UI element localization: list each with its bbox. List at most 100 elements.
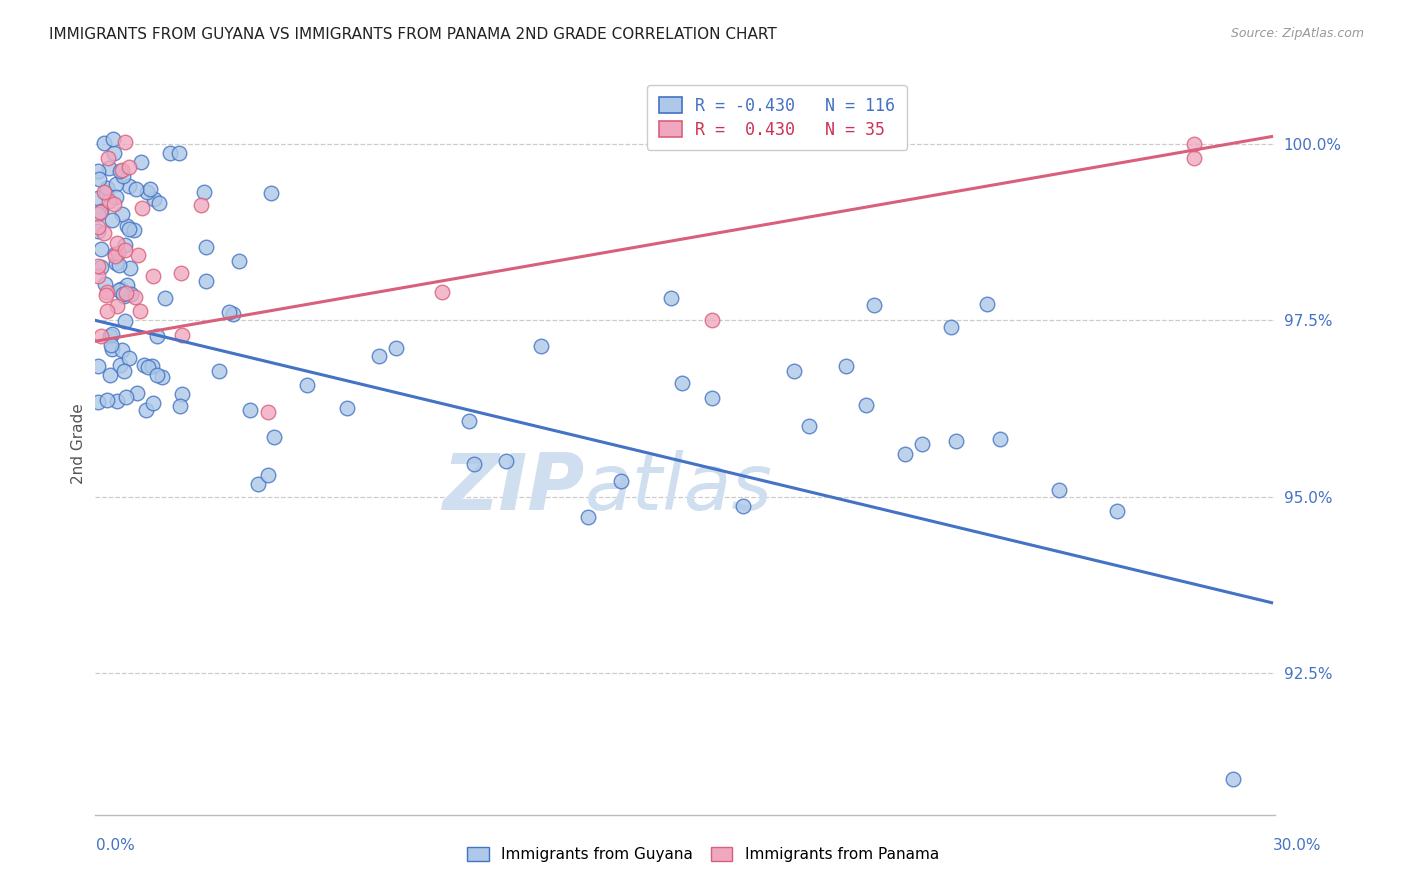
Point — [112, 364, 135, 378]
Point — [97, 151, 120, 165]
Point — [385, 341, 408, 355]
Point — [105, 256, 128, 270]
Point — [87, 191, 110, 205]
Point — [855, 398, 877, 412]
Point — [1184, 151, 1206, 165]
Point — [170, 328, 193, 343]
Point — [463, 457, 485, 471]
Point — [797, 419, 820, 434]
Point — [111, 343, 134, 358]
Point — [153, 291, 176, 305]
Point — [87, 223, 110, 237]
Point — [93, 185, 115, 199]
Point — [107, 245, 129, 260]
Point — [118, 160, 141, 174]
Point — [336, 401, 359, 415]
Text: Source: ZipAtlas.com: Source: ZipAtlas.com — [1230, 27, 1364, 40]
Point — [115, 286, 138, 301]
Point — [127, 248, 149, 262]
Point — [835, 359, 858, 373]
Point — [120, 287, 142, 301]
Point — [93, 227, 115, 241]
Point — [111, 207, 134, 221]
Point — [87, 220, 110, 235]
Point — [976, 297, 998, 311]
Point — [207, 364, 229, 378]
Point — [530, 339, 553, 353]
Point — [111, 163, 134, 178]
Point — [135, 403, 157, 417]
Point — [103, 145, 125, 160]
Point — [105, 393, 128, 408]
Point — [146, 329, 169, 343]
Point — [105, 235, 128, 250]
Point — [134, 359, 156, 373]
Point — [87, 207, 110, 221]
Point — [129, 304, 152, 318]
Point — [495, 454, 517, 468]
Point — [863, 298, 886, 312]
Point — [87, 163, 110, 178]
Point — [911, 437, 934, 451]
Y-axis label: 2nd Grade: 2nd Grade — [72, 403, 86, 484]
Point — [100, 338, 122, 352]
Point — [120, 261, 142, 276]
Point — [671, 376, 693, 390]
Point — [112, 169, 135, 183]
Point — [141, 359, 163, 373]
Point — [143, 192, 166, 206]
Point — [110, 163, 132, 178]
Point — [783, 364, 806, 378]
Point — [659, 291, 682, 305]
Point — [103, 197, 125, 211]
Text: 0.0%: 0.0% — [96, 838, 135, 853]
Legend: Immigrants from Guyana, Immigrants from Panama: Immigrants from Guyana, Immigrants from … — [461, 840, 945, 868]
Point — [170, 266, 193, 280]
Point — [194, 274, 217, 288]
Point — [87, 269, 110, 284]
Text: atlas: atlas — [585, 450, 772, 526]
Point — [90, 329, 112, 343]
Point — [142, 395, 165, 409]
Point — [96, 285, 118, 299]
Point — [576, 509, 599, 524]
Point — [112, 287, 135, 301]
Point — [894, 447, 917, 461]
Text: ZIP: ZIP — [443, 450, 585, 526]
Point — [112, 289, 135, 303]
Point — [136, 359, 159, 374]
Point — [94, 186, 117, 200]
Point — [114, 237, 136, 252]
Legend: R = -0.430   N = 116, R =  0.430   N = 35: R = -0.430 N = 116, R = 0.430 N = 35 — [647, 85, 907, 150]
Point — [94, 277, 117, 292]
Point — [988, 432, 1011, 446]
Point — [90, 243, 112, 257]
Point — [945, 434, 967, 448]
Point — [90, 260, 112, 275]
Point — [115, 278, 138, 293]
Point — [1184, 136, 1206, 151]
Point — [194, 240, 217, 254]
Point — [159, 146, 181, 161]
Point — [125, 182, 148, 196]
Point — [118, 222, 141, 236]
Point — [939, 320, 962, 334]
Point — [115, 219, 138, 233]
Point — [239, 402, 262, 417]
Point — [105, 189, 128, 203]
Point — [97, 194, 120, 208]
Point — [104, 177, 127, 191]
Point — [101, 131, 124, 145]
Point — [124, 289, 146, 303]
Point — [700, 391, 723, 405]
Point — [114, 135, 136, 149]
Point — [87, 395, 110, 409]
Point — [1107, 504, 1129, 518]
Point — [609, 474, 631, 488]
Point — [190, 197, 212, 211]
Point — [125, 385, 148, 400]
Point — [700, 313, 723, 327]
Point — [96, 287, 118, 301]
Point — [98, 328, 121, 343]
Point — [101, 342, 124, 356]
